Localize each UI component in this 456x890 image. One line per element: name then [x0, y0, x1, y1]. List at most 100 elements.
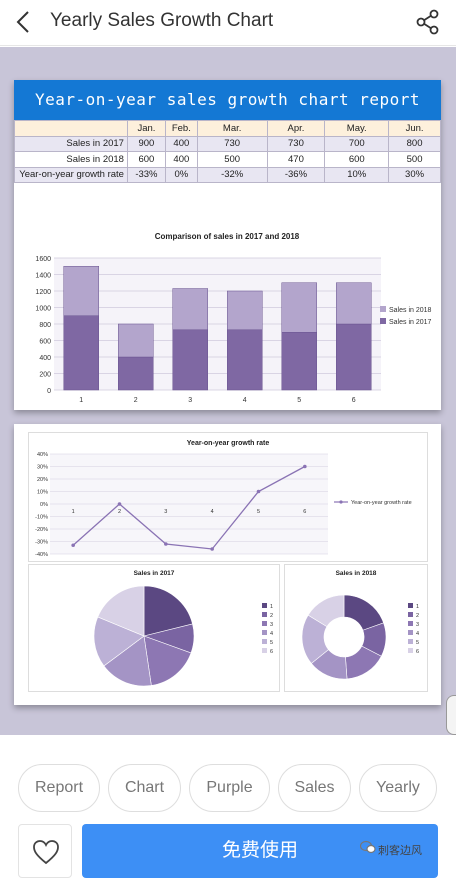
report-sheet-2: Year-on-year growth rate 40% 30% 20% 10% 0% -1… — [14, 424, 441, 705]
tag-chart[interactable]: Chart — [108, 764, 181, 812]
growth-line — [72, 465, 306, 550]
table-cell: 400 — [164, 151, 198, 168]
legend-label: 3 — [416, 622, 419, 628]
y-tick-label: 10% — [37, 490, 48, 496]
legend-marker — [339, 500, 343, 504]
bar-2017 — [172, 329, 208, 391]
row-label: Sales in 2018 — [14, 151, 128, 168]
legend-label: 2 — [270, 613, 273, 619]
scroll-handle[interactable] — [446, 695, 456, 735]
tag-yearly[interactable]: Yearly — [359, 764, 437, 812]
y-tick-label: 20% — [37, 477, 48, 483]
x-tick-label: 5 — [297, 397, 301, 404]
x-tick-label: 6 — [352, 397, 356, 404]
x-tick-label: 4 — [211, 509, 214, 515]
bottom-action-bar: 免费使用 刺客边风 — [0, 820, 456, 890]
y-tick-label: 1000 — [35, 306, 51, 313]
table-cell: -33% — [126, 166, 166, 183]
table-cell: 30% — [388, 166, 441, 183]
y-tick-label: 0% — [40, 502, 48, 508]
table-corner — [14, 120, 128, 137]
pie-slice — [97, 585, 145, 637]
bar-2018 — [63, 266, 99, 316]
bar-2018 — [227, 290, 263, 331]
bar-2017 — [227, 329, 263, 391]
pie-slice — [307, 594, 345, 628]
table-cell: 600 — [324, 151, 390, 168]
legend-label: 6 — [270, 649, 273, 655]
table-cell: 900 — [126, 135, 166, 152]
y-tick-label: -20% — [35, 527, 48, 533]
data-point — [117, 502, 122, 506]
bar-2018 — [118, 323, 154, 358]
chart-title: Comparison of sales in 2017 and 2018 — [155, 232, 300, 241]
pie-slice — [93, 616, 145, 667]
data-point — [210, 547, 214, 551]
y-tick-label: 1600 — [35, 256, 51, 263]
row-label: Year-on-year growth rate — [14, 166, 128, 183]
share-icon[interactable] — [414, 8, 442, 36]
chart-title: Year-on-year growth rate — [187, 440, 270, 447]
x-tick-label: 3 — [164, 509, 167, 515]
data-point — [164, 542, 168, 546]
legend-swatch — [262, 648, 267, 653]
data-point — [303, 464, 307, 469]
legend-swatch-2017 — [380, 318, 386, 324]
page-title: Yearly Sales Growth Chart — [50, 10, 274, 31]
tag-report[interactable]: Report — [18, 764, 100, 812]
back-arrow-icon[interactable] — [10, 8, 38, 36]
tag-purple[interactable]: Purple — [189, 764, 270, 812]
free-use-button[interactable]: 免费使用 — [82, 824, 438, 878]
chart-title: Sales in 2017 — [134, 570, 175, 577]
app-header: Yearly Sales Growth Chart — [0, 0, 456, 46]
legend-swatch-2018 — [380, 306, 386, 312]
tag-sales[interactable]: Sales — [278, 764, 351, 812]
legend-swatch — [408, 612, 413, 617]
legend-swatch — [262, 639, 267, 644]
table-cell: 500 — [388, 151, 441, 168]
legend-label: 1 — [270, 604, 273, 610]
legend-swatch — [262, 630, 267, 635]
x-tick-label: 3 — [188, 397, 192, 404]
data-point — [256, 489, 261, 494]
table-cell: 730 — [196, 135, 268, 152]
x-tick-label: 2 — [118, 509, 121, 515]
template-preview[interactable]: Year-on-year sales growth chart report J… — [0, 47, 456, 735]
wechat-logo-icon — [360, 840, 376, 854]
legend-swatch — [408, 621, 413, 626]
y-tick-label: 40% — [37, 452, 48, 458]
table-header-row: Jan. Feb. Mar. Apr. May. Jun. — [14, 120, 441, 137]
legend-swatch — [408, 648, 413, 653]
bar-2018 — [336, 282, 372, 325]
growth-rate-line-chart: Year-on-year growth rate 40% 30% 20% 10% 0% -1… — [28, 432, 428, 562]
sales-2017-pie-chart: Sales in 2017 1 2 3 4 5 6 — [28, 564, 280, 692]
table-cell: -32% — [196, 166, 268, 183]
legend-swatch — [408, 630, 413, 635]
row-label: Sales in 2017 — [14, 135, 128, 152]
sales-table: Jan. Feb. Mar. Apr. May. Jun. Sales in 2… — [14, 120, 441, 183]
legend-label: 3 — [270, 622, 273, 628]
legend-label: 5 — [416, 640, 419, 646]
x-tick-label: 1 — [79, 397, 83, 404]
legend-label: Year-on-year growth rate — [351, 500, 412, 506]
x-tick-label: 1 — [72, 509, 75, 515]
legend-label-2017: Sales in 2017 — [389, 319, 432, 326]
month-header: Apr. — [266, 120, 326, 137]
legend-label-2018: Sales in 2018 — [389, 307, 432, 314]
y-tick-label: -10% — [35, 515, 48, 521]
sales-2018-donut-chart: Sales in 2018 1 2 3 4 5 6 — [284, 564, 428, 692]
legend-label: 5 — [270, 640, 273, 646]
y-tick-label: 800 — [39, 322, 51, 329]
data-point — [71, 543, 75, 548]
table-cell: 700 — [324, 135, 390, 152]
table-cell: 10% — [324, 166, 390, 183]
legend-swatch — [262, 612, 267, 617]
table-cell: -36% — [266, 166, 326, 183]
heart-icon — [33, 840, 59, 865]
favorite-button[interactable] — [18, 824, 72, 878]
legend-label: 6 — [416, 649, 419, 655]
y-tick-label: -30% — [35, 540, 48, 546]
month-header: Jan. — [126, 120, 166, 137]
table-cell: 0% — [164, 166, 198, 183]
table-row: Sales in 2017 900 400 730 730 700 800 — [14, 135, 441, 152]
